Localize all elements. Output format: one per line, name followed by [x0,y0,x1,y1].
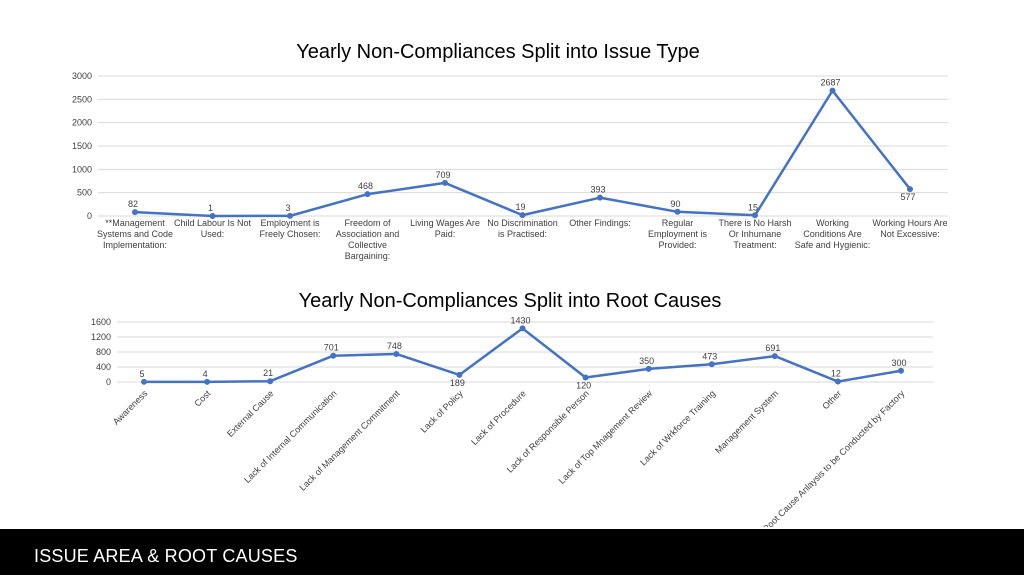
x-tick-label: No Discrimination is Practised: [487,218,558,239]
series-line [134,89,911,218]
y-tick-label: 400 [96,362,111,372]
chart-title: Yearly Non-Compliances Split into Root C… [299,290,722,312]
x-tick-label: Living Wages Are Paid: [410,218,480,239]
data-label: 90 [670,199,680,209]
x-tick-label: Lack of Procedure [469,388,528,447]
data-label: 21 [263,368,273,378]
data-label: 748 [387,341,402,351]
section-title: ISSUE AREA & ROOT CAUSES [34,546,298,566]
y-tick-label: 800 [96,347,111,357]
data-point [393,350,400,357]
issue-type-chart: Yearly Non-Compliances Split into Issue … [72,41,948,261]
data-label: 1 [208,203,213,213]
data-point [771,353,778,360]
y-tick-label: 500 [77,188,92,198]
x-tick-label: Root Cause Anlaysis to be Conducted by F… [761,388,907,527]
x-tick-label: Working Hours Are Not Excessive: [872,218,947,239]
data-label: 120 [576,381,591,391]
data-point [209,212,216,219]
x-tick-label: Freedom of Association and Collective Barga… [336,218,400,261]
x-tick-label: Working Conditions Are Safe and Hygienic: [795,218,871,250]
y-tick-label: 3000 [72,71,92,81]
x-tick-label: Cost [192,388,213,409]
y-tick-label: 1000 [72,164,92,174]
y-tick-label: 1200 [91,332,111,342]
x-tick-label: Other [820,388,843,411]
data-label: 300 [891,358,906,368]
y-tick-label: 1600 [91,317,111,327]
data-point [204,378,211,385]
series-line [143,327,902,384]
data-point [907,186,913,193]
root-cause-chart: Yearly Non-Compliances Split into Root C… [91,290,933,527]
data-point [674,208,681,215]
y-tick-label: 2000 [72,118,92,128]
x-tick-label: Management System [713,388,780,455]
x-tick-label: Regular Employment is Provided: [648,218,708,250]
data-label: 468 [358,181,373,191]
data-label: 577 [900,192,915,202]
y-tick-label: 1500 [72,141,92,151]
chart-title: Yearly Non-Compliances Split into Issue … [296,41,700,63]
data-label: 2687 [820,78,840,88]
data-label: 1430 [510,315,530,325]
x-tick-label: Awareness [111,388,150,427]
x-tick-label: Lack of Policy [418,388,465,435]
x-tick-label: Employment is Freely Chosen: [259,218,320,239]
data-point [141,378,147,385]
data-point [287,212,293,219]
data-point [597,194,603,201]
data-label: 12 [831,369,841,379]
x-tick-label: External Cause [225,388,276,439]
x-tick-label: **Management Systems and Code Implementati… [97,218,173,250]
data-point [519,325,526,332]
data-label: 701 [324,343,339,353]
data-point [834,378,841,385]
data-label: 4 [203,369,208,379]
data-point [708,361,715,368]
data-label: 82 [128,199,138,209]
data-point [829,87,836,94]
y-tick-label: 0 [106,377,111,387]
data-point [364,191,371,198]
data-point [645,365,652,372]
x-tick-label: Child Labour Is Not Used: [174,218,252,239]
data-label: 5 [139,369,144,379]
data-point [898,367,904,374]
data-point [519,212,526,219]
data-label: 15 [748,202,758,212]
data-point [267,378,274,385]
data-label: 350 [639,356,654,366]
x-tick-label: There is No Harsh Or Inhumane Treatment: [718,218,791,250]
data-point [752,212,758,219]
footer-bar: ISSUE AREA & ROOT CAUSES [0,529,1024,575]
x-tick-label: Lack of Management Commitment [297,388,402,493]
x-tick-label: Lack of Wrkforce Training [638,388,717,467]
data-label: 189 [450,378,465,388]
data-label: 393 [590,185,605,195]
data-point [132,209,138,216]
data-label: 709 [435,170,450,180]
y-tick-label: 0 [87,211,92,221]
data-label: 691 [765,343,780,353]
data-label: 473 [702,351,717,361]
data-point [582,374,589,381]
data-point [442,179,448,186]
x-tick-label: Other Findings: [569,218,631,228]
data-label: 19 [515,202,525,212]
y-tick-label: 2500 [72,94,92,104]
data-point [330,352,337,359]
data-point [456,371,463,378]
data-label: 3 [285,203,290,213]
